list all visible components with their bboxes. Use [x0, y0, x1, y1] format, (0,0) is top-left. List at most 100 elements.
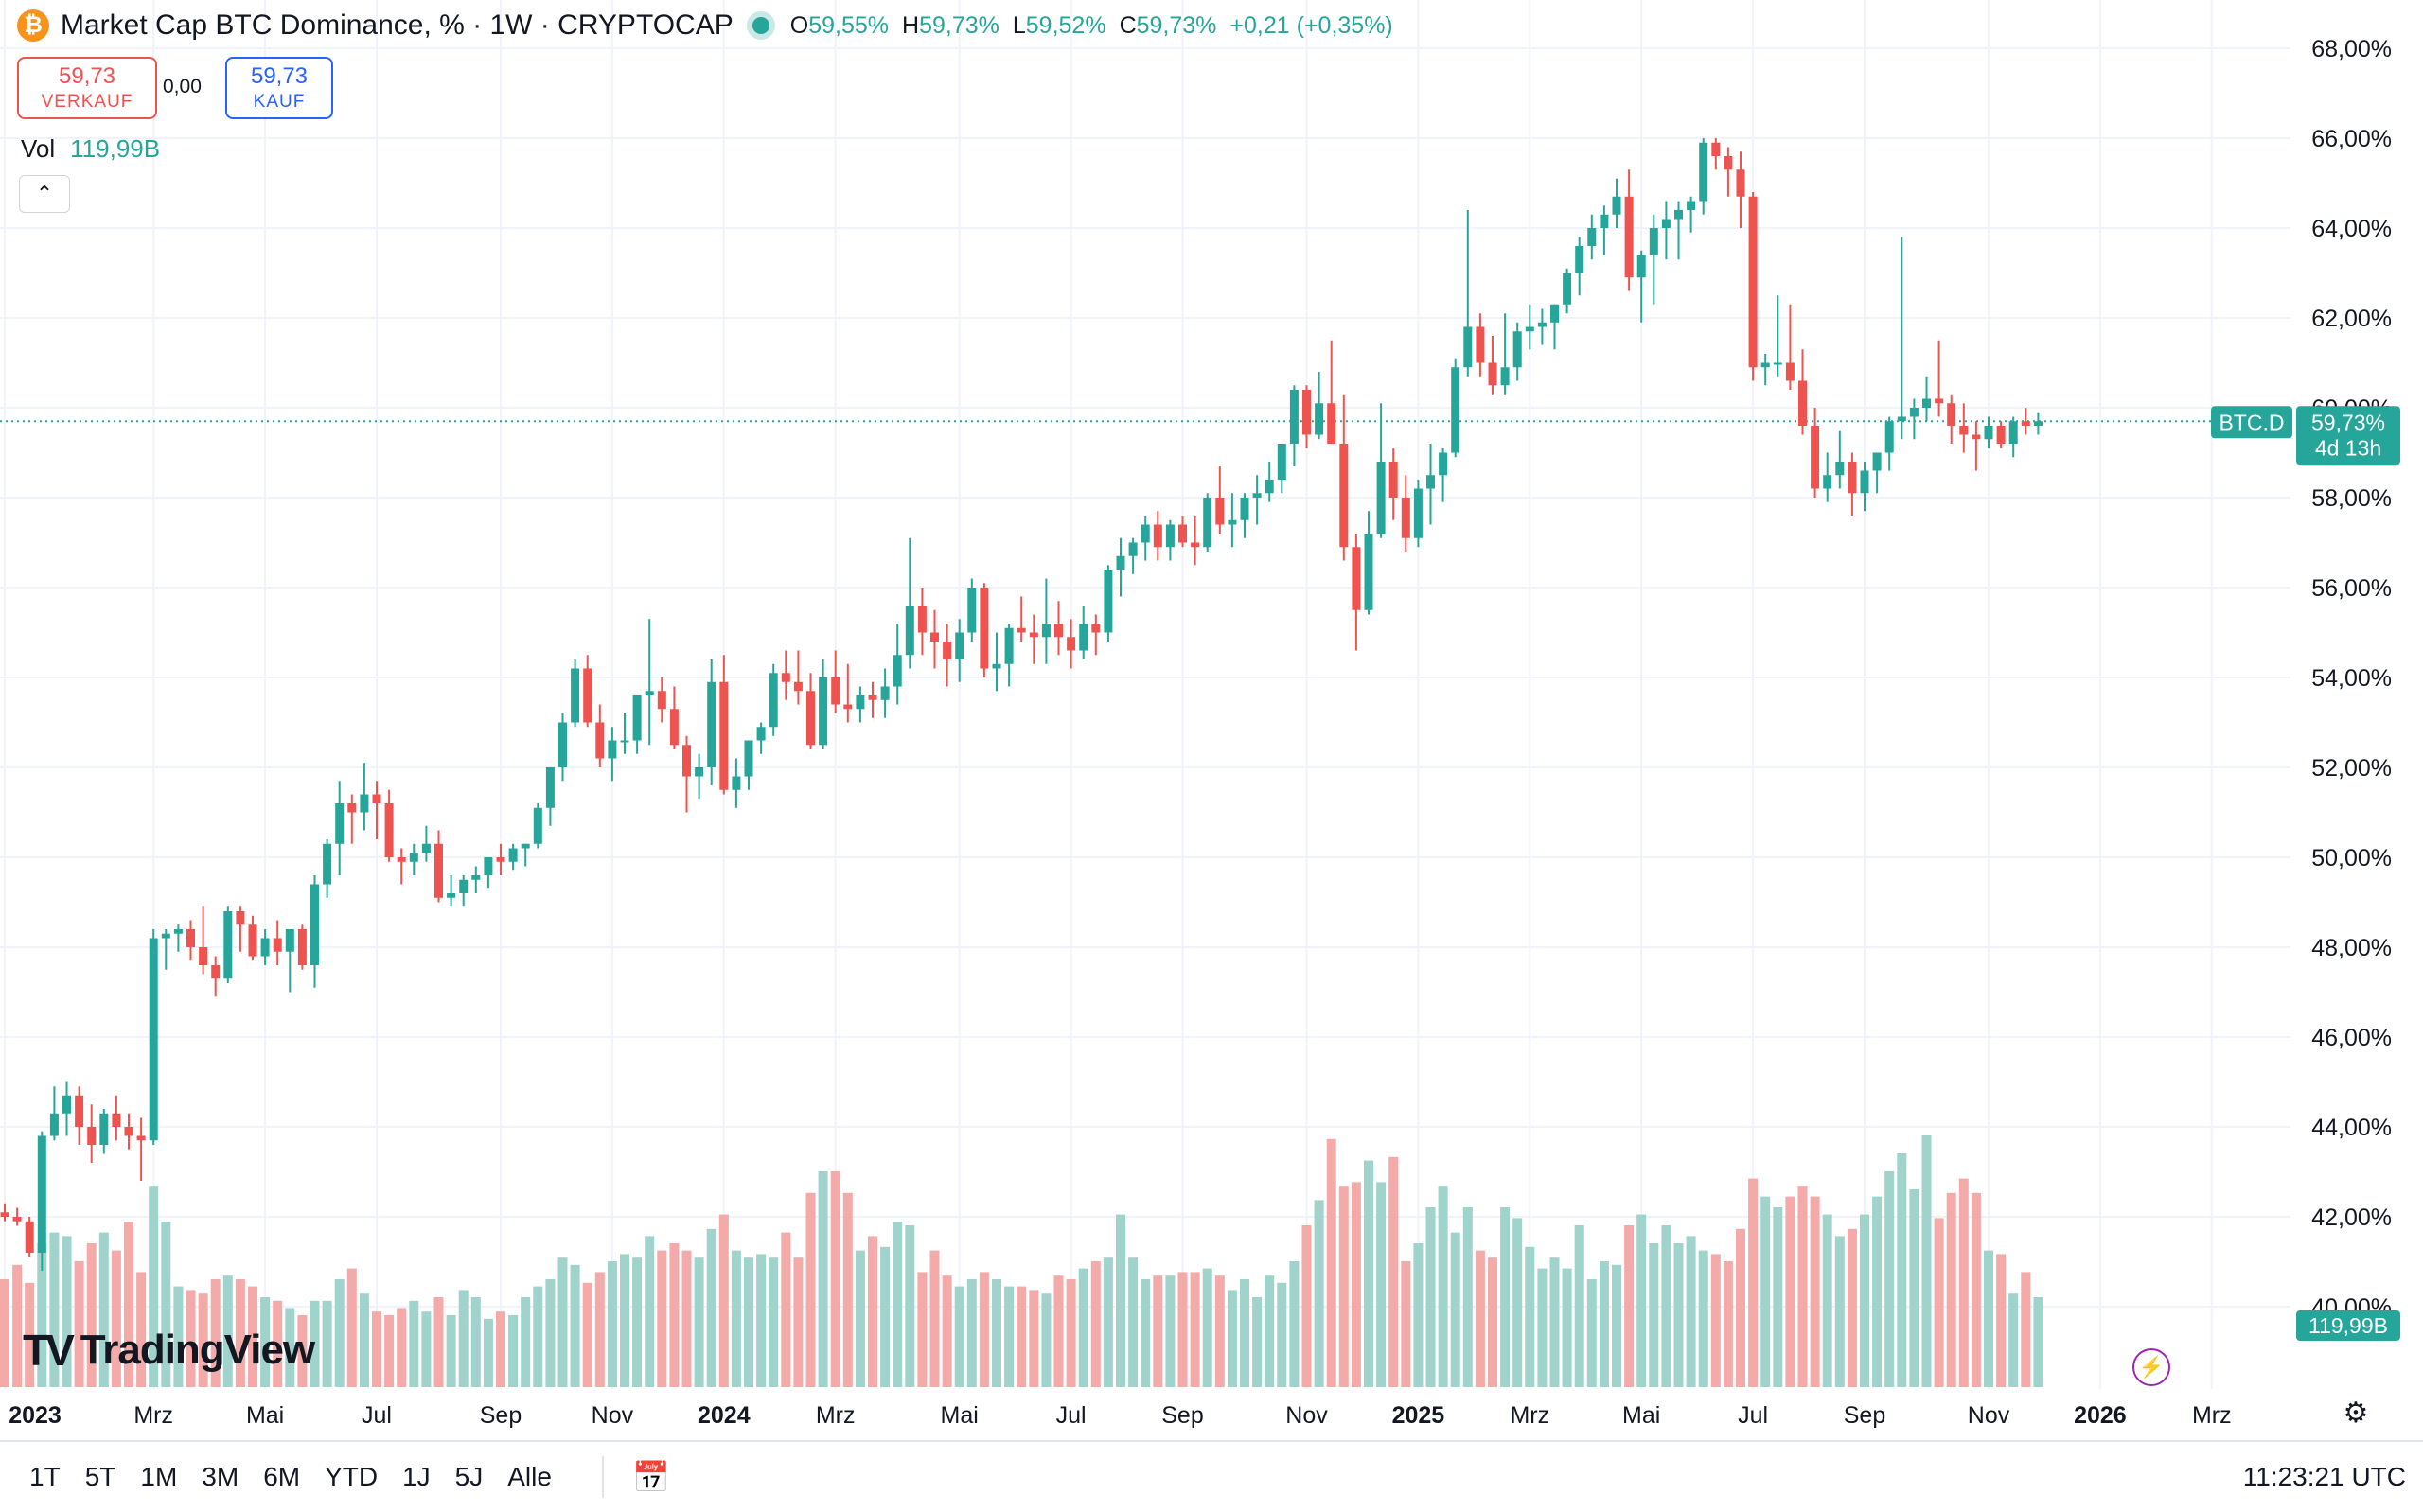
range-button[interactable]: YTD [325, 1462, 379, 1491]
volume-bar [1586, 1279, 1597, 1387]
volume-bar [1090, 1261, 1101, 1387]
volume-legend-value: 119,99B [70, 134, 161, 163]
candle-body [1215, 498, 1225, 525]
candle-body [1972, 434, 1981, 440]
symbol-title[interactable]: Market Cap BTC Dominance, % · 1W · CRYPT… [61, 9, 734, 41]
volume-bar [1488, 1257, 1497, 1387]
symbol-badge[interactable] [2211, 406, 2292, 439]
range-button[interactable]: Alle [507, 1462, 552, 1491]
time-tick-label: Jul [1056, 1402, 1087, 1429]
candle-body [1128, 542, 1138, 556]
candle-body [1525, 326, 1534, 332]
candle-body [632, 695, 642, 741]
candle-body [545, 767, 555, 808]
volume-bar [2008, 1293, 2019, 1387]
range-button[interactable]: 3M [202, 1462, 239, 1491]
volume-bar [248, 1286, 257, 1387]
candle-body [930, 632, 939, 642]
volume-bar [346, 1268, 357, 1387]
tradingview-logo[interactable]: TV TradingView [23, 1325, 315, 1376]
calendar-icon[interactable]: 📅 [601, 1456, 670, 1498]
candle-body [1191, 542, 1200, 548]
volume-bar [1364, 1160, 1373, 1387]
volume-bar [1053, 1275, 1064, 1387]
time-tick-label: Sep [1161, 1402, 1203, 1429]
candle-body [732, 776, 741, 790]
candle-body [1674, 210, 1683, 220]
candle-body [1550, 304, 1559, 323]
volume-badge [2296, 1310, 2400, 1341]
volume-bar [1500, 1207, 1511, 1387]
volume-bar [954, 1286, 964, 1387]
time-axis[interactable]: 2023 Mrz Mai Jul Sep Nov 2024 Mrz Mai Jul Sep Nov 20… [9, 1402, 2231, 1429]
candle-body [1277, 444, 1286, 480]
candle-body [149, 938, 158, 1141]
candle-body [1141, 524, 1150, 543]
volume-bar [1314, 1200, 1324, 1387]
candle-body [1612, 196, 1621, 215]
range-button[interactable]: 1J [402, 1462, 431, 1491]
sell-button[interactable]: 59,73 VERKAUF [17, 57, 157, 119]
candle-body [1959, 426, 1969, 435]
volume-bar [570, 1264, 580, 1387]
gear-icon[interactable]: ⚙ [2343, 1397, 2369, 1429]
candle-body [471, 875, 481, 880]
volume-bar [273, 1300, 283, 1387]
volume-bar [1599, 1261, 1609, 1387]
volume-bar [545, 1279, 556, 1387]
volume-bar [124, 1222, 133, 1387]
volume-bar [1041, 1293, 1052, 1387]
candle-body [310, 884, 319, 965]
volume-bar [1525, 1246, 1535, 1387]
candle-body [1252, 493, 1262, 498]
lightning-icon[interactable]: ⚡ [2132, 1348, 2170, 1386]
buy-button[interactable]: 59,73 KAUF [225, 57, 333, 119]
range-button[interactable]: 1T [29, 1462, 61, 1491]
time-tick-label: Nov [1285, 1402, 1328, 1429]
volume-bar [718, 1214, 729, 1387]
candle-body [1116, 555, 1125, 570]
volume-bar [433, 1297, 444, 1387]
price-tick-label: 44,00% [2311, 1115, 2392, 1141]
volume-bar [1773, 1207, 1783, 1387]
candle-layer [0, 138, 2043, 1271]
range-button[interactable]: 5J [454, 1462, 484, 1491]
collapse-legend-button[interactable]: ⌃ [19, 175, 70, 213]
volume-bar [805, 1192, 816, 1387]
volume-bar [2033, 1297, 2043, 1387]
candle-body [1872, 452, 1882, 471]
volume-bar [893, 1222, 903, 1387]
candle-body [1811, 426, 1820, 489]
volume-bar [210, 1279, 221, 1387]
candle-body [583, 668, 592, 723]
candle-body [1388, 462, 1398, 498]
time-tick-label: Mrz [2192, 1402, 2232, 1429]
volume-bar [1946, 1192, 1956, 1387]
candle-body [1587, 228, 1597, 246]
candle-body [173, 929, 183, 934]
range-button[interactable]: 6M [263, 1462, 301, 1491]
volume-bar [1698, 1250, 1708, 1387]
volume-bar [781, 1232, 791, 1387]
range-button[interactable]: 1M [140, 1462, 178, 1491]
candle-body [459, 879, 469, 893]
price-axis[interactable]: 40,00%42,00%44,00%46,00%48,00%50,00%52,0… [2211, 36, 2400, 1341]
candle-body [1575, 246, 1584, 273]
volume-bar [669, 1243, 680, 1387]
volume-bar [1736, 1228, 1745, 1387]
volume-bar [1810, 1196, 1820, 1387]
utc-clock[interactable]: 11:23:21 UTC [2242, 1462, 2406, 1491]
volume-bar [706, 1228, 716, 1387]
volume-bar [322, 1300, 332, 1387]
volume-bar [409, 1300, 419, 1387]
volume-bar [1661, 1225, 1671, 1387]
candle-body [409, 853, 418, 862]
candle-body [1563, 273, 1572, 305]
candle-body [1041, 624, 1051, 638]
candle-body [260, 938, 270, 957]
range-button[interactable]: 5T [84, 1462, 116, 1491]
candle-body [1302, 390, 1311, 435]
candle-body [236, 911, 245, 925]
candle-body [1823, 475, 1832, 489]
